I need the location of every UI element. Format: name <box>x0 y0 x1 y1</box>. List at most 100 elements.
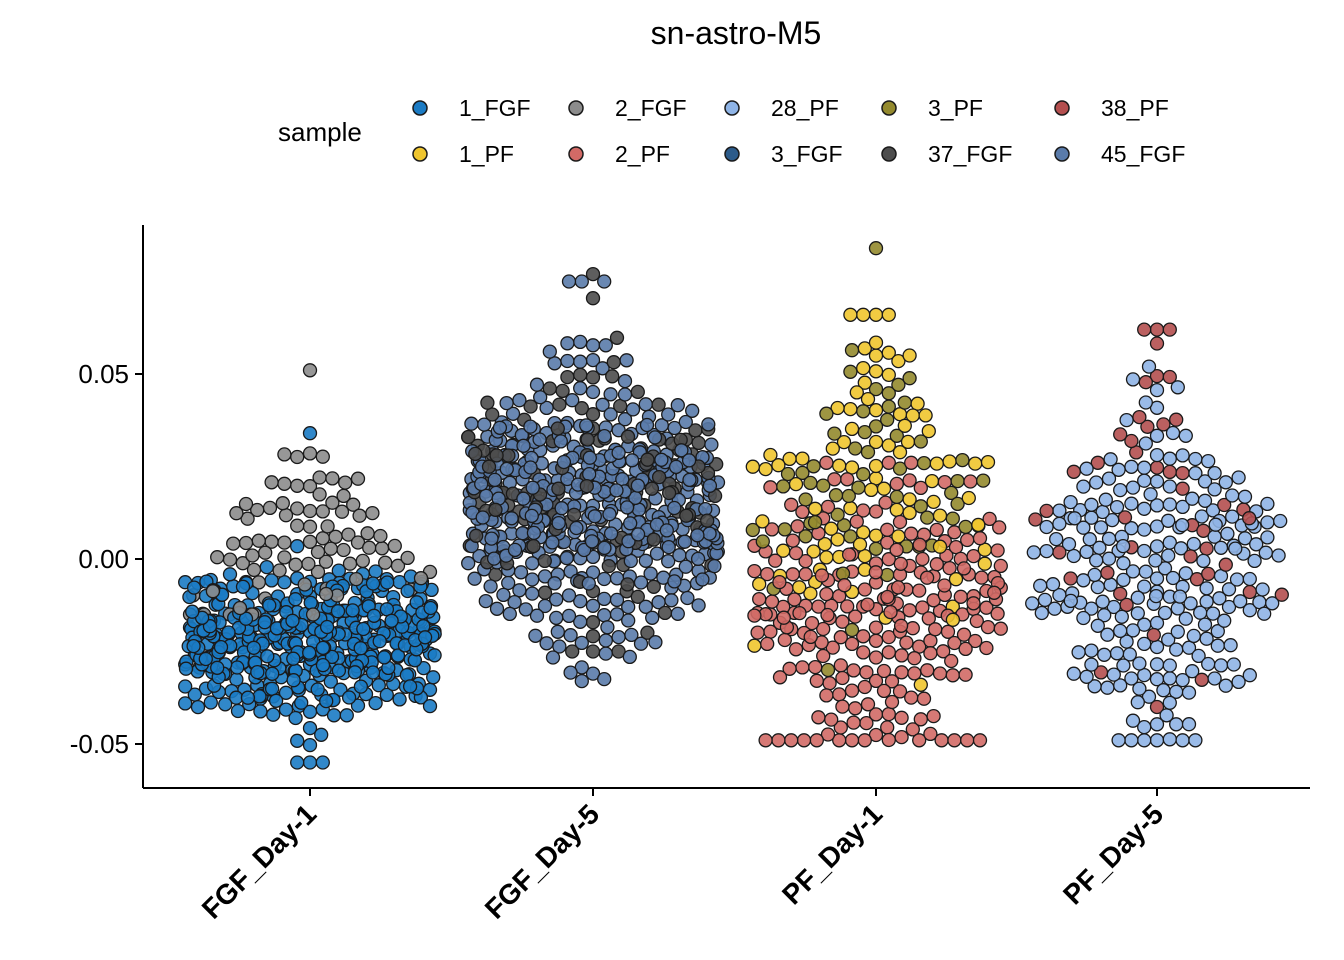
data-point <box>868 307 884 322</box>
data-point <box>602 507 617 522</box>
data-point <box>387 538 402 554</box>
data-point <box>1066 464 1081 479</box>
data-point <box>856 404 871 419</box>
data-point <box>1149 322 1165 337</box>
data-point <box>856 467 871 482</box>
data-point <box>423 600 438 616</box>
data-point <box>659 523 674 538</box>
data-point <box>704 437 719 452</box>
data-point <box>681 453 697 468</box>
data-point <box>1116 556 1131 571</box>
data-point <box>657 605 673 621</box>
data-point <box>1175 448 1190 463</box>
data-point <box>325 471 340 486</box>
data-point <box>897 395 912 410</box>
data-point <box>232 600 248 616</box>
data-point <box>667 420 682 436</box>
data-point <box>1165 425 1181 441</box>
data-point <box>958 519 973 535</box>
data-point <box>623 553 638 569</box>
data-point <box>1098 492 1113 507</box>
data-point <box>1124 459 1139 474</box>
data-point <box>947 525 962 540</box>
data-point <box>532 432 547 447</box>
data-point <box>481 459 497 474</box>
data-point <box>1097 647 1112 662</box>
chart-title: sn-astro-M5 <box>651 15 822 51</box>
data-point <box>526 525 542 541</box>
data-point <box>963 474 978 489</box>
data-point <box>1148 553 1163 568</box>
data-point <box>1162 497 1177 512</box>
data-point <box>1082 532 1097 547</box>
data-point <box>464 416 479 431</box>
data-point <box>992 520 1007 535</box>
data-point <box>905 722 920 737</box>
data-point <box>323 674 338 689</box>
data-point <box>1087 567 1102 583</box>
data-point <box>1111 733 1126 748</box>
data-point <box>695 572 710 587</box>
data-point <box>1066 666 1081 681</box>
data-point <box>545 650 561 665</box>
data-point <box>844 622 860 638</box>
data-point <box>553 434 568 449</box>
data-point <box>525 556 540 571</box>
data-point <box>1052 503 1067 518</box>
data-point <box>798 553 813 569</box>
data-point <box>1175 733 1190 748</box>
data-point <box>1097 608 1112 623</box>
data-point <box>760 636 775 652</box>
data-point <box>1149 447 1165 463</box>
data-point <box>537 553 552 569</box>
data-point <box>523 460 538 475</box>
data-point <box>643 566 658 581</box>
data-point <box>240 511 255 526</box>
data-point <box>1124 433 1139 449</box>
data-point <box>467 571 482 586</box>
data-point <box>178 661 194 676</box>
data-point <box>1028 512 1043 527</box>
data-point <box>782 451 797 467</box>
data-point <box>1130 606 1145 621</box>
data-point <box>902 348 917 363</box>
data-point <box>1271 548 1286 563</box>
data-point <box>1199 541 1214 556</box>
data-point <box>868 633 884 648</box>
data-point <box>1071 645 1086 660</box>
legend-item: 45_FGF <box>1054 141 1185 167</box>
data-point <box>840 599 855 614</box>
data-point <box>1119 412 1134 428</box>
data-point <box>1218 557 1233 572</box>
data-point <box>788 642 804 657</box>
data-point <box>851 480 866 495</box>
data-point <box>1196 553 1211 569</box>
data-point <box>277 447 292 462</box>
data-point <box>603 387 618 402</box>
data-point <box>1079 461 1094 476</box>
data-point <box>649 546 665 561</box>
data-point <box>516 438 531 453</box>
data-point <box>795 660 810 675</box>
data-point <box>881 386 896 401</box>
data-point <box>205 584 221 599</box>
data-point <box>1185 491 1200 506</box>
data-point <box>830 400 845 416</box>
data-point <box>1229 572 1245 587</box>
data-point <box>1114 609 1129 624</box>
data-point <box>758 461 773 477</box>
data-point <box>384 613 399 628</box>
data-point <box>928 622 943 637</box>
data-point <box>360 526 375 541</box>
data-point <box>913 480 928 496</box>
data-point <box>379 687 394 703</box>
data-point <box>876 481 892 496</box>
data-point <box>302 503 318 519</box>
data-point <box>551 481 566 496</box>
data-point <box>582 450 597 465</box>
data-point <box>579 418 594 433</box>
data-point <box>919 570 935 585</box>
data-point <box>550 421 565 436</box>
data-point <box>809 673 824 688</box>
data-point <box>1191 648 1206 664</box>
